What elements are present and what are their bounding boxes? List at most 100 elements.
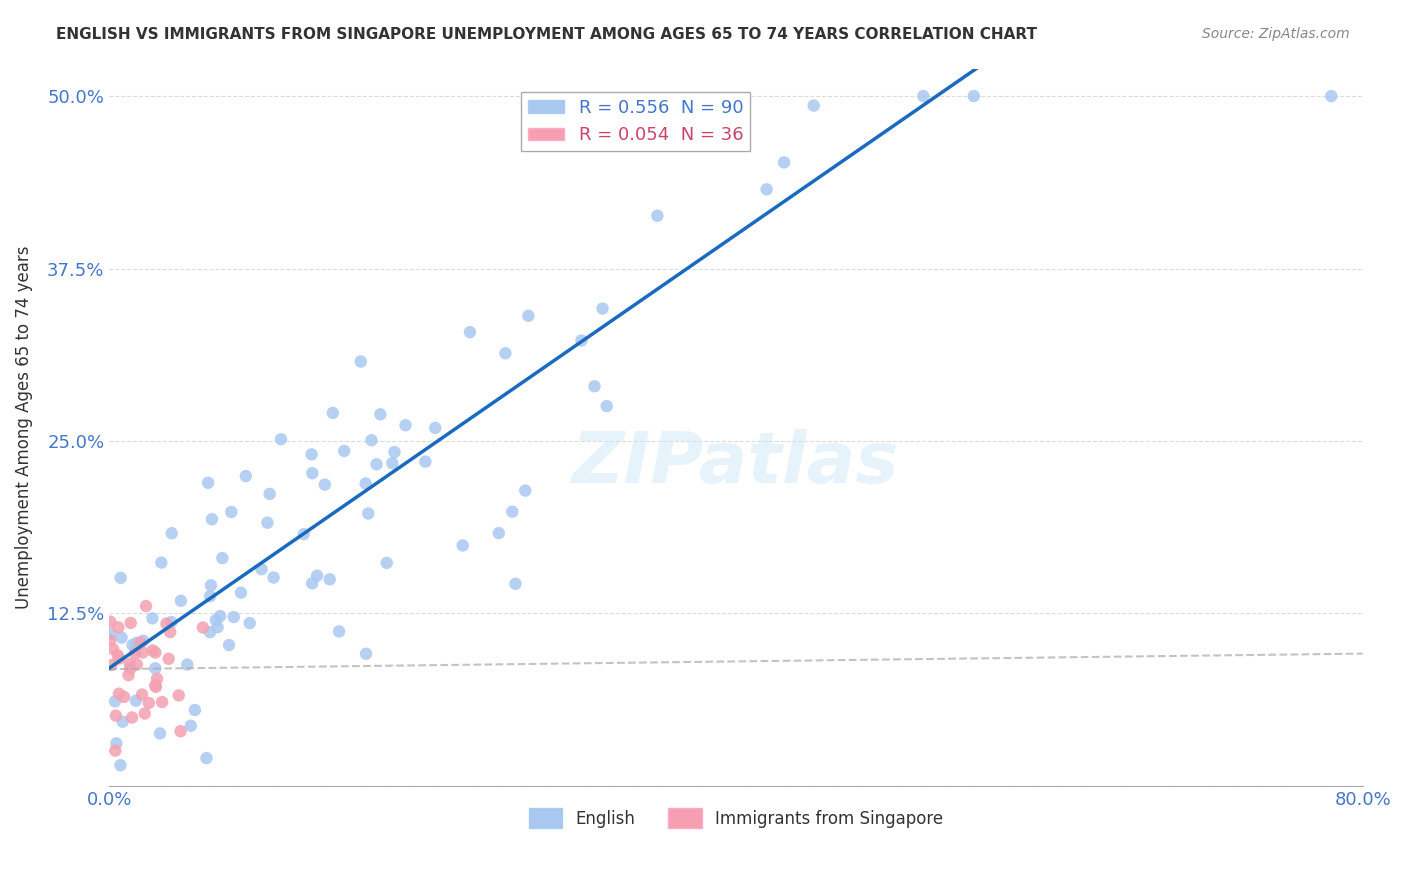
Point [170,594,193,608]
Point [132,633,155,648]
Y-axis label: Unemployment Among Ages 65 to 74 years: Unemployment Among Ages 65 to 74 years [15,245,32,609]
Point [201,512,224,526]
Point [912,89,935,103]
Point [207,620,229,634]
Point [125,694,148,708]
Point [112,690,135,704]
Point [180,719,202,733]
Point [314,477,336,491]
Point [141,611,163,625]
Point [583,379,606,393]
Point [501,505,523,519]
Point [124,642,146,657]
Text: ZIPatlas: ZIPatlas [572,428,900,498]
Point [360,434,382,448]
Point [517,309,540,323]
Point [121,638,143,652]
Point [110,571,132,585]
Point [198,625,221,640]
Point [301,467,323,481]
Point [195,751,218,765]
Point [263,570,285,584]
Point [259,487,281,501]
Text: ENGLISH VS IMMIGRANTS FROM SINGAPORE UNEMPLOYMENT AMONG AGES 65 TO 74 YEARS CORR: ENGLISH VS IMMIGRANTS FROM SINGAPORE UNE… [56,27,1038,42]
Point [755,182,778,196]
Point [184,703,207,717]
Point [307,568,329,582]
Legend: English, Immigrants from Singapore: English, Immigrants from Singapore [522,801,950,835]
Point [104,694,127,708]
Point [370,408,392,422]
Point [803,98,825,112]
Point [515,483,537,498]
Point [1320,89,1343,103]
Point [155,616,177,631]
Point [143,678,166,692]
Point [458,325,481,339]
Point [505,576,527,591]
Point [107,648,129,663]
Point [120,615,142,630]
Point [581,102,603,116]
Point [134,706,156,721]
Point [647,209,669,223]
Point [198,589,221,603]
Point [191,620,214,634]
Point [110,631,132,645]
Point [229,585,252,599]
Point [160,615,183,629]
Point [98,615,121,629]
Point [696,123,718,137]
Point [108,651,131,665]
Point [120,661,142,675]
Point [592,301,614,316]
Point [167,689,190,703]
Point [211,551,233,566]
Point [101,641,124,656]
Point [176,657,198,672]
Point [125,636,148,650]
Point [105,736,128,750]
Point [135,599,157,613]
Point [131,688,153,702]
Point [104,743,127,757]
Point [146,672,169,686]
Point [150,556,173,570]
Point [200,578,222,592]
Text: Source: ZipAtlas.com: Source: ZipAtlas.com [1202,27,1350,41]
Point [98,633,121,648]
Point [159,625,181,640]
Point [142,643,165,657]
Point [218,638,240,652]
Point [145,646,167,660]
Point [124,647,146,661]
Point [107,620,129,634]
Point [160,526,183,541]
Point [132,646,155,660]
Point [350,354,373,368]
Point [157,652,180,666]
Point [204,613,226,627]
Point [292,527,315,541]
Point [129,635,152,649]
Point [169,724,191,739]
Point [357,507,380,521]
Point [328,624,350,639]
Point [111,714,134,729]
Point [197,475,219,490]
Point [150,695,173,709]
Point [692,105,714,120]
Point [145,680,167,694]
Point [451,539,474,553]
Point [425,421,447,435]
Point [596,399,619,413]
Point [354,476,377,491]
Point [117,668,139,682]
Point [125,657,148,672]
Point [571,334,593,348]
Point [381,456,404,470]
Point [333,444,356,458]
Point [560,123,582,137]
Point [354,647,377,661]
Point [149,726,172,740]
